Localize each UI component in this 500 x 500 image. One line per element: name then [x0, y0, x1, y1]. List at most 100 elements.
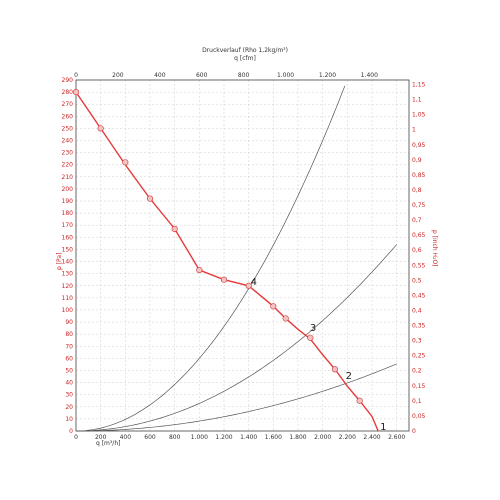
fan-curve-point: [331, 366, 339, 373]
y-right-tick-label: 0,6: [412, 247, 422, 254]
y-left-tick-label: 290: [62, 77, 74, 84]
y-left-tick-label: 70: [65, 343, 73, 350]
system-curve: [76, 363, 397, 432]
y-right-tick-label: 0,8: [412, 187, 422, 194]
y-left-tick-label: 230: [62, 150, 74, 157]
y-left-tick-label: 140: [62, 259, 74, 266]
fan-curve-point: [270, 303, 277, 310]
x-tick-label: 800: [169, 434, 181, 441]
x-top-tick-labels: 0 200 400 600 800 1.000 1.200 1.400: [74, 72, 378, 79]
y-right-tick-label: 0,45: [412, 292, 426, 299]
fan-curve-point: [220, 276, 228, 283]
grid: [75, 79, 409, 432]
fan-curve-group: [75, 91, 379, 432]
fan-curve-point: [282, 315, 289, 322]
fan-curve-point: [245, 282, 252, 289]
y-right-tick-label: 0,85: [412, 172, 426, 179]
y-left-tick-label: 40: [65, 380, 73, 387]
y-right-tick-label: 1,1: [412, 97, 422, 104]
x-tick-label: 2.600: [388, 434, 405, 441]
x-tick-label: 200: [95, 434, 107, 441]
y-right-tick-label: 1,15: [412, 82, 426, 89]
y-left-tick-label: 270: [62, 101, 74, 108]
y-right-tick-label: 0,25: [412, 353, 426, 360]
x-top-tick-label: 800: [238, 72, 250, 79]
y-right-tick-label: 0,7: [412, 217, 422, 224]
y-left-tick-labels: 0 10 20 30 40 50 60 70 80 90 100 110 120 130 140 150 160…: [62, 77, 74, 435]
y-left-tick-label: 30: [65, 392, 73, 399]
y-right-tick-labels: 0 0,05 0,1 0,15 0,2 0,25 0,3 0,35 0,4 0,45 0,5 0,55…: [412, 82, 426, 435]
y-right-tick-label: 0,75: [412, 202, 426, 209]
system-curves: [75, 85, 397, 432]
y-left-tick-label: 50: [65, 367, 73, 374]
y-right-tick-label: 0,95: [412, 142, 426, 149]
x-top-tick-label: 1.200: [319, 72, 336, 79]
y-right-tick-label: 0,65: [412, 232, 426, 239]
fan-curve-point: [196, 266, 203, 274]
y-left-tick-label: 200: [62, 186, 74, 193]
operating-point-label: 4: [251, 277, 257, 288]
x-top-axis-title: q [cfm]: [234, 55, 256, 62]
x-tick-label: 600: [144, 434, 156, 441]
y-left-tick-label: 150: [62, 246, 74, 253]
x-tick-label: 2.200: [339, 434, 356, 441]
x-tick-label: 0: [74, 434, 78, 441]
y-left-tick-label: 110: [62, 295, 74, 302]
y-left-tick-label: 210: [62, 174, 74, 181]
y-right-axis-title: p [inch H₂O]: [431, 230, 438, 267]
y-right-tick-label: 1: [412, 127, 416, 134]
x-tick-label: 1.400: [240, 434, 257, 441]
x-tick-label: 1.200: [215, 434, 232, 441]
x-top-tick-label: 1.400: [361, 72, 378, 79]
fan-curve-markers: [72, 89, 363, 404]
y-left-tick-label: 260: [62, 113, 74, 120]
y-left-tick-label: 220: [62, 162, 74, 169]
x-top-tick-label: 600: [196, 72, 208, 79]
x-tick-label: 1.600: [265, 434, 282, 441]
y-left-tick-label: 60: [65, 355, 73, 362]
y-right-tick-label: 0,35: [412, 323, 426, 330]
y-right-tick-label: 0,2: [412, 368, 422, 375]
y-right-tick-label: 0,05: [412, 413, 426, 420]
y-right-tick-label: 0,55: [412, 262, 426, 269]
fan-curve-point: [72, 89, 80, 96]
x-top-tick-label: 1.000: [277, 72, 294, 79]
y-right-tick-label: 0,5: [412, 277, 422, 284]
y-left-tick-label: 130: [62, 271, 74, 278]
y-left-tick-label: 20: [65, 404, 73, 411]
fan-curve-point: [97, 125, 104, 132]
y-left-tick-label: 80: [65, 331, 73, 338]
y-left-tick-label: 240: [62, 138, 74, 145]
system-curve: [75, 85, 346, 432]
y-right-tick-label: 0,15: [412, 383, 426, 390]
y-left-tick-label: 90: [65, 319, 73, 326]
y-right-tick-label: 1,05: [412, 112, 426, 119]
y-left-tick-label: 190: [62, 198, 74, 205]
x-tick-label: 400: [120, 434, 132, 441]
operating-points: 1 2 3 4: [251, 277, 387, 433]
operating-point-label: 1: [380, 422, 386, 433]
y-left-tick-label: 180: [62, 210, 74, 217]
y-left-tick-label: 170: [62, 222, 74, 229]
x-axis-title: q [m³/h]: [96, 440, 120, 447]
operating-point-label: 2: [346, 371, 352, 382]
fan-curve: [75, 91, 379, 432]
x-tick-label: 2.000: [314, 434, 331, 441]
x-tick-label: 1.800: [289, 434, 306, 441]
fan-curve-point: [307, 334, 314, 341]
y-left-tick-label: 10: [65, 416, 73, 423]
fan-curve-point: [171, 225, 178, 232]
y-left-tick-label: 160: [62, 234, 74, 241]
fan-curve-point: [356, 397, 363, 404]
x-top-tick-label: 400: [154, 72, 166, 79]
y-left-tick-label: 100: [62, 307, 74, 314]
y-left-axis-title: p [Pa]: [56, 253, 63, 270]
fan-curve-point: [122, 159, 129, 166]
chart-title: Druckverlauf (Rho 1,2kg/m³): [202, 47, 288, 54]
y-left-tick-label: 0: [69, 428, 73, 435]
operating-point-label: 3: [310, 323, 316, 334]
x-tick-label: 2.400: [363, 434, 380, 441]
x-bottom-tick-labels: 0 200 400 600 800 1.000 1.200 1.400 1.600 1.800 2.…: [74, 434, 405, 441]
y-left-tick-label: 120: [62, 283, 74, 290]
